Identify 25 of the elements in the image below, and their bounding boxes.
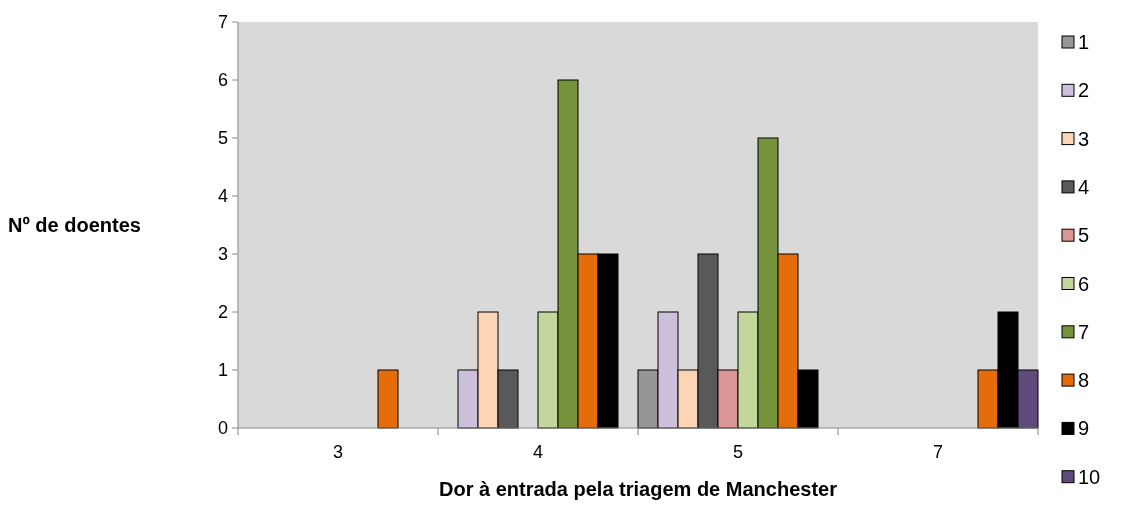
- legend-label: 8: [1078, 369, 1090, 392]
- y-axis-title: Nº de doentes: [8, 214, 141, 236]
- legend-label: 4: [1078, 175, 1090, 198]
- y-tick-label: 3: [217, 244, 228, 265]
- legend-label: 1: [1078, 31, 1090, 53]
- y-tick-label: 2: [217, 302, 228, 323]
- legend-label: 5: [1078, 224, 1090, 247]
- legend-label: 6: [1078, 272, 1090, 295]
- y-tick-label: 5: [217, 128, 228, 149]
- x-tick-label: 7: [932, 442, 944, 462]
- legend-label: 3: [1078, 127, 1090, 150]
- legend-label: 7: [1078, 320, 1090, 343]
- x-tick-label: 5: [732, 442, 744, 462]
- y-tick-label: 6: [217, 70, 228, 91]
- x-axis-title: Dor à entrada pela triagem de Manchester: [439, 478, 838, 500]
- legend-label: 2: [1078, 79, 1090, 102]
- legend-label: 10: [1078, 465, 1101, 488]
- y-tick-label: 4: [217, 186, 228, 207]
- legend-label: 9: [1078, 417, 1090, 440]
- y-tick-label: 1: [217, 360, 228, 381]
- x-tick-label: 4: [532, 442, 544, 462]
- y-tick-label: 7: [217, 12, 228, 33]
- y-tick-label: 0: [217, 418, 228, 439]
- x-tick-label: 3: [332, 442, 344, 462]
- bar: [377, 369, 399, 429]
